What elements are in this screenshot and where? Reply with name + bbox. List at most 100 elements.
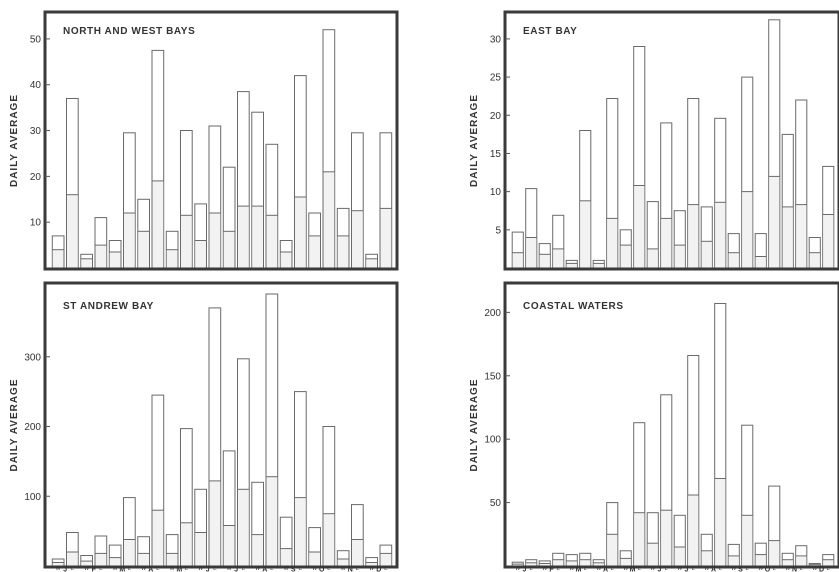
bar-lower-segment: [796, 204, 807, 268]
x-month-label: A: [603, 567, 608, 572]
x-month-label: M: [176, 567, 182, 572]
bar-lower-segment: [701, 550, 712, 566]
x-week-label: W: [704, 566, 709, 572]
bar-lower-segment: [769, 540, 780, 566]
bar-lower-segment: [352, 539, 363, 566]
x-week-label: W: [170, 566, 175, 572]
bar-lower-segment: [67, 194, 78, 268]
bar-lower-segment: [323, 171, 335, 268]
bar-lower-segment: [809, 252, 820, 268]
bar-lower-segment: [209, 480, 221, 566]
bar-lower-segment: [769, 176, 780, 268]
bar-lower-segment: [166, 249, 178, 268]
x-week-label: E: [99, 566, 103, 572]
x-week-label: W: [113, 566, 118, 572]
bar-lower-segment: [366, 258, 377, 268]
bar-lower-segment: [195, 532, 206, 566]
x-month-label: M: [119, 567, 125, 572]
x-week-label: W: [596, 566, 601, 572]
x-week-label: E: [773, 566, 777, 572]
bar-lower-segment: [309, 552, 320, 566]
x-month-label: O: [765, 567, 771, 572]
x-month-label: N: [792, 567, 797, 572]
y-tick-label: 150: [484, 371, 501, 382]
x-month-label: N: [348, 567, 353, 572]
x-week-label: E: [827, 566, 831, 572]
chart-title: NORTH AND WEST BAYS: [63, 26, 195, 37]
y-tick-label: 50: [490, 498, 502, 509]
y-tick-label: 20: [30, 172, 42, 183]
y-tick-label: 30: [490, 34, 502, 45]
bar-lower-segment: [181, 215, 192, 268]
x-month-label: M: [630, 567, 636, 572]
plot-frame: [43, 281, 399, 569]
bar-lower-segment: [566, 263, 577, 268]
x-week-label: E: [530, 566, 534, 572]
x-week-label: E: [665, 566, 669, 572]
bar-lower-segment: [796, 555, 807, 566]
bar-lower-segment: [280, 548, 292, 566]
chart-panel-4: COASTAL WATERS 50 100 150 200 DAILY AVERAGE W E…: [469, 281, 839, 572]
x-week-label: E: [185, 566, 189, 572]
bar-lower-segment: [95, 553, 107, 566]
x-month-label: J: [685, 567, 689, 572]
bar-lower-segment: [181, 522, 192, 566]
x-week-label: E: [213, 566, 217, 572]
chart-title: COASTAL WATERS: [523, 301, 624, 312]
x-week-label: E: [242, 566, 246, 572]
x-week-label: E: [156, 566, 160, 572]
bar-lower-segment: [295, 497, 306, 566]
bar-lower-segment: [782, 206, 793, 268]
bar-lower-segment: [580, 559, 591, 566]
x-week-label: E: [746, 566, 750, 572]
bar-lower-segment: [539, 254, 550, 268]
x-month-label: A: [262, 567, 267, 572]
chart-panel-1: NORTH AND WEST BAYS 10 20 30 40 50 DAILY AVERA…: [9, 10, 399, 271]
bar-lower-segment: [223, 231, 235, 268]
bar-lower-segment: [674, 547, 685, 566]
x-month-label: S: [291, 567, 296, 572]
chart-title: ST ANDREW BAY: [63, 301, 154, 312]
y-tick-label: 200: [24, 422, 41, 433]
x-week-label: W: [515, 566, 520, 572]
bar-lower-segment: [526, 562, 537, 566]
bar-lower-segment: [67, 552, 78, 566]
bar-lower-segment: [688, 204, 699, 268]
y-tick-label: 100: [484, 435, 501, 446]
bar-lower-segment: [593, 263, 604, 268]
x-month-label: J: [658, 567, 662, 572]
x-month-label: M: [576, 567, 582, 572]
bar-lower-segment: [607, 218, 618, 268]
bar-lower-segment: [52, 249, 64, 268]
bar-lower-segment: [553, 559, 564, 566]
bar-lower-segment: [152, 180, 164, 268]
chart-panel-2: EAST BAY 5 10 15 20 25 30 DAILY AVERAGE: [469, 10, 839, 271]
bar-lower-segment: [309, 235, 320, 268]
x-week-label: W: [141, 566, 146, 572]
y-tick-label: 25: [490, 73, 502, 84]
bar-lower-segment: [634, 512, 645, 566]
x-month-label: A: [148, 567, 153, 572]
bar-lower-segment: [620, 245, 631, 268]
bar-lower-segment: [252, 534, 263, 566]
x-week-label: E: [611, 566, 615, 572]
y-tick-label: 40: [30, 80, 42, 91]
x-week-label: W: [284, 566, 289, 572]
bar-lower-segment: [728, 555, 739, 566]
bar-lower-segment: [124, 213, 135, 268]
x-week-label: W: [677, 566, 682, 572]
x-month-label: S: [738, 567, 743, 572]
bar-lower-segment: [701, 241, 712, 268]
y-tick-label: 15: [490, 149, 502, 160]
bar-lower-segment: [728, 252, 739, 268]
plot-frame: [503, 281, 839, 569]
x-week-label: W: [812, 566, 817, 572]
bar-lower-segment: [566, 560, 577, 566]
x-month-label: F: [549, 567, 554, 572]
bar-lower-segment: [512, 252, 523, 268]
bar-lower-segment: [295, 197, 306, 268]
bar-lower-segment: [634, 185, 645, 268]
bar-lower-segment: [366, 562, 377, 566]
bar-lower-segment: [512, 564, 523, 566]
plot-frame: [503, 10, 839, 271]
